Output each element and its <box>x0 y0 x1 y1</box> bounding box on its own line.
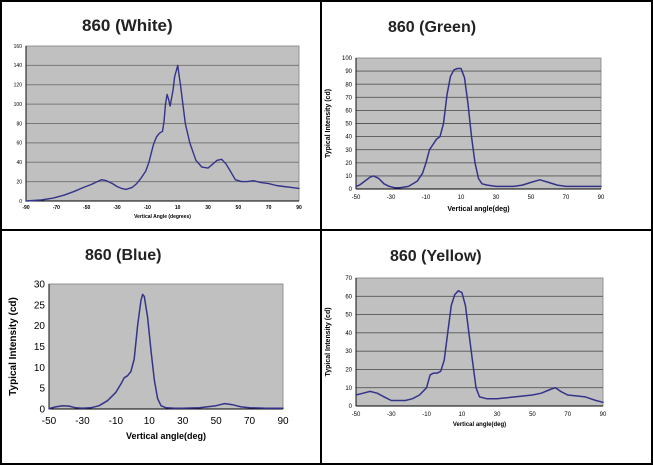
y-tick-label: 50 <box>345 313 352 319</box>
x-tick-label: -30 <box>75 416 90 427</box>
y-tick-label: 60 <box>345 294 352 300</box>
chart-title: 860 (White) <box>82 16 173 35</box>
y-tick-label: 160 <box>14 44 23 50</box>
y-tick-label: 80 <box>345 82 352 88</box>
y-tick-label: 60 <box>345 109 352 115</box>
x-tick-label: 70 <box>244 416 256 427</box>
x-tick-label: 50 <box>211 416 223 427</box>
y-tick-label: 40 <box>16 160 22 166</box>
chart-panel-blue: 860 (Blue) 0 5 10 15 20 25 30 -50 -30 -10 10 30 50 70… <box>2 231 320 463</box>
x-tick-label: 10 <box>144 416 156 427</box>
y-axis-label: Typical Intensity (cd) <box>325 89 332 158</box>
y-tick-label: 30 <box>34 280 46 291</box>
x-tick-label: -30 <box>113 205 120 211</box>
x-tick-label: 50 <box>529 412 536 418</box>
x-tick-label: 10 <box>175 205 181 211</box>
x-tick-label: -50 <box>352 195 361 201</box>
x-tick-label: -10 <box>109 416 124 427</box>
y-tick-label: 15 <box>34 342 46 353</box>
chart-panel-yellow: 860 (Yellow) 0 10 20 30 40 50 60 70 -50 -30 -10 10 3… <box>322 231 651 463</box>
chart-title: 860 (Blue) <box>85 247 162 264</box>
chart-title: 860 (Yellow) <box>390 248 482 265</box>
x-tick-label: 30 <box>493 195 500 201</box>
x-tick-label: -10 <box>144 205 151 211</box>
x-tick-label: -30 <box>387 195 396 201</box>
y-tick-label: 0 <box>349 404 353 410</box>
x-tick-label: -10 <box>422 412 431 418</box>
x-tick-label: -50 <box>42 416 57 427</box>
series-line <box>355 67 602 189</box>
x-tick-label: -30 <box>387 412 396 418</box>
x-tick-label: 90 <box>600 412 607 418</box>
y-tick-label: 20 <box>345 368 352 374</box>
x-axis-label: Vertical angle(deg) <box>453 422 506 428</box>
y-tick-label: 40 <box>345 135 352 141</box>
plot-area <box>355 277 604 407</box>
y-axis-label: Typical Intensity (cd) <box>325 307 332 376</box>
y-tick-label: 0 <box>349 187 353 193</box>
y-tick-label: 20 <box>34 321 46 332</box>
y-tick-label: 20 <box>345 161 352 167</box>
y-tick-label: 120 <box>14 83 23 89</box>
x-axis-label: Vertical Angle (degrees) <box>134 214 191 220</box>
chart-green: 0 10 20 30 40 50 60 70 80 90 100 -50 -30 -10 10 30 50 70 9… <box>325 56 605 213</box>
x-tick-label: 50 <box>236 205 242 211</box>
x-tick-label: -50 <box>83 205 90 211</box>
y-tick-label: 70 <box>345 276 352 282</box>
chart-title: 860 (Green) <box>388 19 477 36</box>
y-tick-label: 10 <box>34 363 46 374</box>
x-tick-label: 70 <box>266 205 272 211</box>
chart-blue: 0 5 10 15 20 25 30 -50 -30 -10 10 30 50 70 90 Vertical … <box>8 280 289 442</box>
y-tick-label: 70 <box>345 95 352 101</box>
x-tick-label: 30 <box>205 205 211 211</box>
y-tick-label: 5 <box>39 384 45 395</box>
y-tick-label: 0 <box>19 199 22 205</box>
y-tick-label: 100 <box>342 56 353 62</box>
x-tick-label: 10 <box>459 412 466 418</box>
y-tick-label: 30 <box>345 148 352 154</box>
chart-white: 0 20 40 60 80 100 120 140 160 -90 -70 -50 -30 -10 10 30… <box>14 44 302 220</box>
y-tick-label: 140 <box>14 63 23 69</box>
x-axis-label: Vertical angle(deg) <box>126 431 206 441</box>
y-tick-label: 90 <box>345 69 352 75</box>
x-tick-label: 70 <box>564 412 571 418</box>
chart-panel-white: 860 (White) 0 20 40 60 80 100 120 140 160 -90 -70 -… <box>2 2 320 229</box>
y-tick-label: 0 <box>39 405 45 416</box>
y-tick-label: 10 <box>345 174 352 180</box>
y-tick-label: 100 <box>14 102 23 108</box>
plot-area <box>48 283 284 410</box>
y-axis-label: Typical Intensity (cd) <box>8 297 19 396</box>
y-tick-label: 40 <box>345 331 352 337</box>
x-tick-label: 50 <box>528 195 535 201</box>
x-axis-label: Vertical angle(deg) <box>447 206 509 213</box>
x-tick-label: 90 <box>277 416 289 427</box>
x-tick-label: 10 <box>458 195 465 201</box>
series-line <box>355 290 604 404</box>
y-tick-label: 20 <box>16 179 22 185</box>
x-tick-label: -50 <box>352 412 361 418</box>
panel-divider-horizontal <box>0 229 653 231</box>
y-tick-label: 25 <box>34 300 46 311</box>
chart-yellow: 0 10 20 30 40 50 60 70 -50 -30 -10 10 30 50 70 90 Vertic… <box>325 276 607 428</box>
x-tick-label: -90 <box>22 205 29 211</box>
panel-divider-vertical <box>320 0 322 465</box>
x-tick-label: 30 <box>494 412 501 418</box>
y-tick-label: 50 <box>345 122 352 128</box>
x-tick-label: 90 <box>598 195 605 201</box>
y-tick-label: 60 <box>16 141 22 147</box>
x-tick-label: -70 <box>53 205 60 211</box>
x-tick-label: 30 <box>177 416 189 427</box>
y-tick-label: 30 <box>345 349 352 355</box>
y-tick-label: 80 <box>16 121 22 127</box>
x-tick-label: 90 <box>296 205 302 211</box>
series-line <box>48 293 284 410</box>
x-tick-label: 70 <box>563 195 570 201</box>
x-tick-label: -10 <box>422 195 431 201</box>
chart-panel-green: 860 (Green) 0 10 20 30 40 50 60 70 80 90 100 -50 -30… <box>322 2 651 229</box>
y-tick-label: 10 <box>345 386 352 392</box>
series-line <box>25 64 300 202</box>
